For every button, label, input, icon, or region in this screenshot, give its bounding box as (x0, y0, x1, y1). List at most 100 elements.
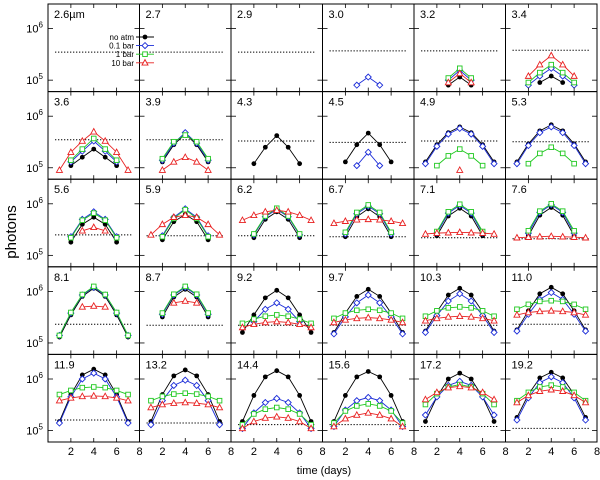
y-tick-label: 105 (26, 247, 43, 262)
series-point (101, 302, 109, 310)
panel-series (421, 370, 498, 424)
series-point (365, 306, 372, 313)
series-point (398, 330, 407, 338)
x-axis-title: time (days) (297, 465, 351, 477)
series-point (433, 388, 441, 396)
series-point (388, 408, 394, 414)
series-point (570, 391, 578, 399)
series-point (284, 207, 292, 215)
panel: 8.7 (139, 266, 232, 355)
series-point (170, 399, 178, 406)
panel-wavelength-label: 15.6 (329, 359, 350, 371)
panel-series (353, 73, 384, 89)
series-point (537, 150, 543, 157)
series-point (215, 421, 224, 429)
series-point (570, 308, 578, 316)
series-point (307, 323, 315, 331)
x-tick-label: 6 (388, 446, 394, 458)
series-point (537, 291, 543, 297)
series-point (376, 81, 384, 89)
panel-wavelength-label: 2.6µm (54, 9, 85, 21)
x-tick-label: 2 (68, 446, 74, 458)
series-point (490, 411, 498, 419)
series-point (444, 130, 452, 138)
series-point (147, 230, 155, 238)
series-point (114, 239, 120, 245)
series-point (524, 141, 533, 150)
series-point (262, 374, 268, 380)
series-point (548, 201, 555, 207)
panel: 4.5 (322, 91, 415, 180)
legend-label: 0.1 bar (109, 42, 134, 51)
series-point (68, 309, 74, 316)
series-point (296, 231, 303, 237)
panel-wavelength-label: 3.0 (329, 9, 344, 21)
x-tick-label: 8 (502, 446, 508, 458)
series-point (250, 211, 258, 218)
series-point (421, 328, 430, 337)
series-point (113, 157, 120, 163)
series-point (274, 133, 280, 139)
series-point (398, 318, 407, 326)
series-point (342, 393, 348, 398)
series-point (467, 297, 475, 305)
series-point (445, 209, 452, 215)
series-point (101, 136, 109, 144)
series-point (251, 161, 257, 167)
series-point (272, 412, 281, 420)
series-point (547, 123, 555, 131)
x-tick-label: 8 (411, 446, 417, 458)
series-point (457, 304, 463, 310)
series-point (445, 376, 451, 382)
series-point (547, 373, 555, 381)
panel: 14.4 2 4 6 8 (230, 353, 326, 458)
panel: 7.6 (505, 178, 598, 268)
panel-wavelength-label: 6.2 (237, 184, 252, 196)
series-point (513, 416, 521, 424)
panel-series (55, 283, 132, 340)
series-point (559, 298, 566, 305)
series-point (251, 393, 257, 398)
series-point (330, 219, 338, 226)
panel-wavelength-label: 9.2 (237, 272, 252, 284)
series-point (421, 160, 430, 168)
series-point (388, 393, 394, 398)
series-point (433, 142, 441, 151)
series-point (295, 417, 304, 425)
series-point (68, 387, 74, 394)
series-point (581, 310, 590, 318)
series-point (468, 292, 474, 298)
series-point (581, 327, 590, 335)
panel-series (55, 366, 132, 427)
series-point (558, 232, 567, 240)
series-point (364, 313, 373, 321)
series-point (193, 381, 201, 390)
series-point (524, 71, 533, 79)
panel: 4.9 (413, 91, 506, 180)
series-point (364, 148, 372, 156)
series-point (536, 60, 544, 68)
series-point (537, 208, 543, 214)
panel-wavelength-label: 3.6 (54, 97, 69, 109)
series-point (354, 293, 360, 299)
panel-frame (505, 353, 598, 443)
series-point (158, 165, 167, 173)
panel: 5.6 105 106 (26, 178, 140, 268)
y-tick-label: 106 (26, 21, 43, 36)
series-point (536, 387, 544, 394)
series-point (365, 401, 372, 407)
series-point (182, 132, 188, 138)
panel: 11.0 (505, 266, 598, 355)
panel-series (513, 284, 590, 335)
series-point (79, 372, 85, 378)
series-point (478, 314, 487, 322)
series-point (261, 305, 269, 313)
series-point (78, 375, 86, 383)
series-point (274, 368, 280, 374)
panel: 3.2 (413, 3, 506, 93)
series-point (274, 404, 280, 411)
series-point (90, 135, 97, 142)
y-tick-label: 106 (26, 196, 43, 211)
series-point (297, 312, 303, 318)
